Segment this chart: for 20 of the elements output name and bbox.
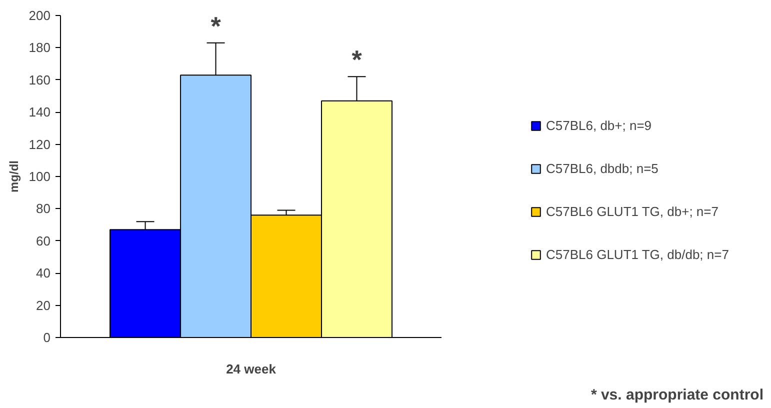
y-tick-label: 160: [28, 72, 51, 88]
y-tick-label: 180: [28, 40, 51, 56]
legend-label: C57BL6, dbdb; n=5: [546, 161, 658, 176]
data-label: *: [352, 44, 363, 75]
y-tick-label: 0: [43, 330, 51, 345]
y-axis-title: mg/dl: [6, 160, 21, 192]
y-tick-label: 80: [36, 201, 51, 216]
data-label: *: [210, 10, 222, 41]
y-tick-label: 140: [28, 104, 51, 120]
y-tick-label: 100: [28, 169, 51, 184]
legend-label: C57BL6 GLUT1 TG, db/db; n=7: [546, 247, 729, 262]
legend-label: C57BL6, db+; n=9: [546, 118, 652, 133]
y-tick-label: 120: [28, 136, 51, 152]
legend-label: C57BL6 GLUT1 TG, db+; n=7: [546, 204, 718, 219]
y-tick-label: 40: [36, 266, 51, 281]
y-tick-label: 20: [36, 298, 51, 313]
y-tick-label: 60: [36, 233, 51, 248]
x-tick-label: 24 week: [226, 362, 277, 376]
y-tick-label: 200: [28, 8, 51, 23]
text: * vs. appropriate control: [590, 386, 764, 404]
